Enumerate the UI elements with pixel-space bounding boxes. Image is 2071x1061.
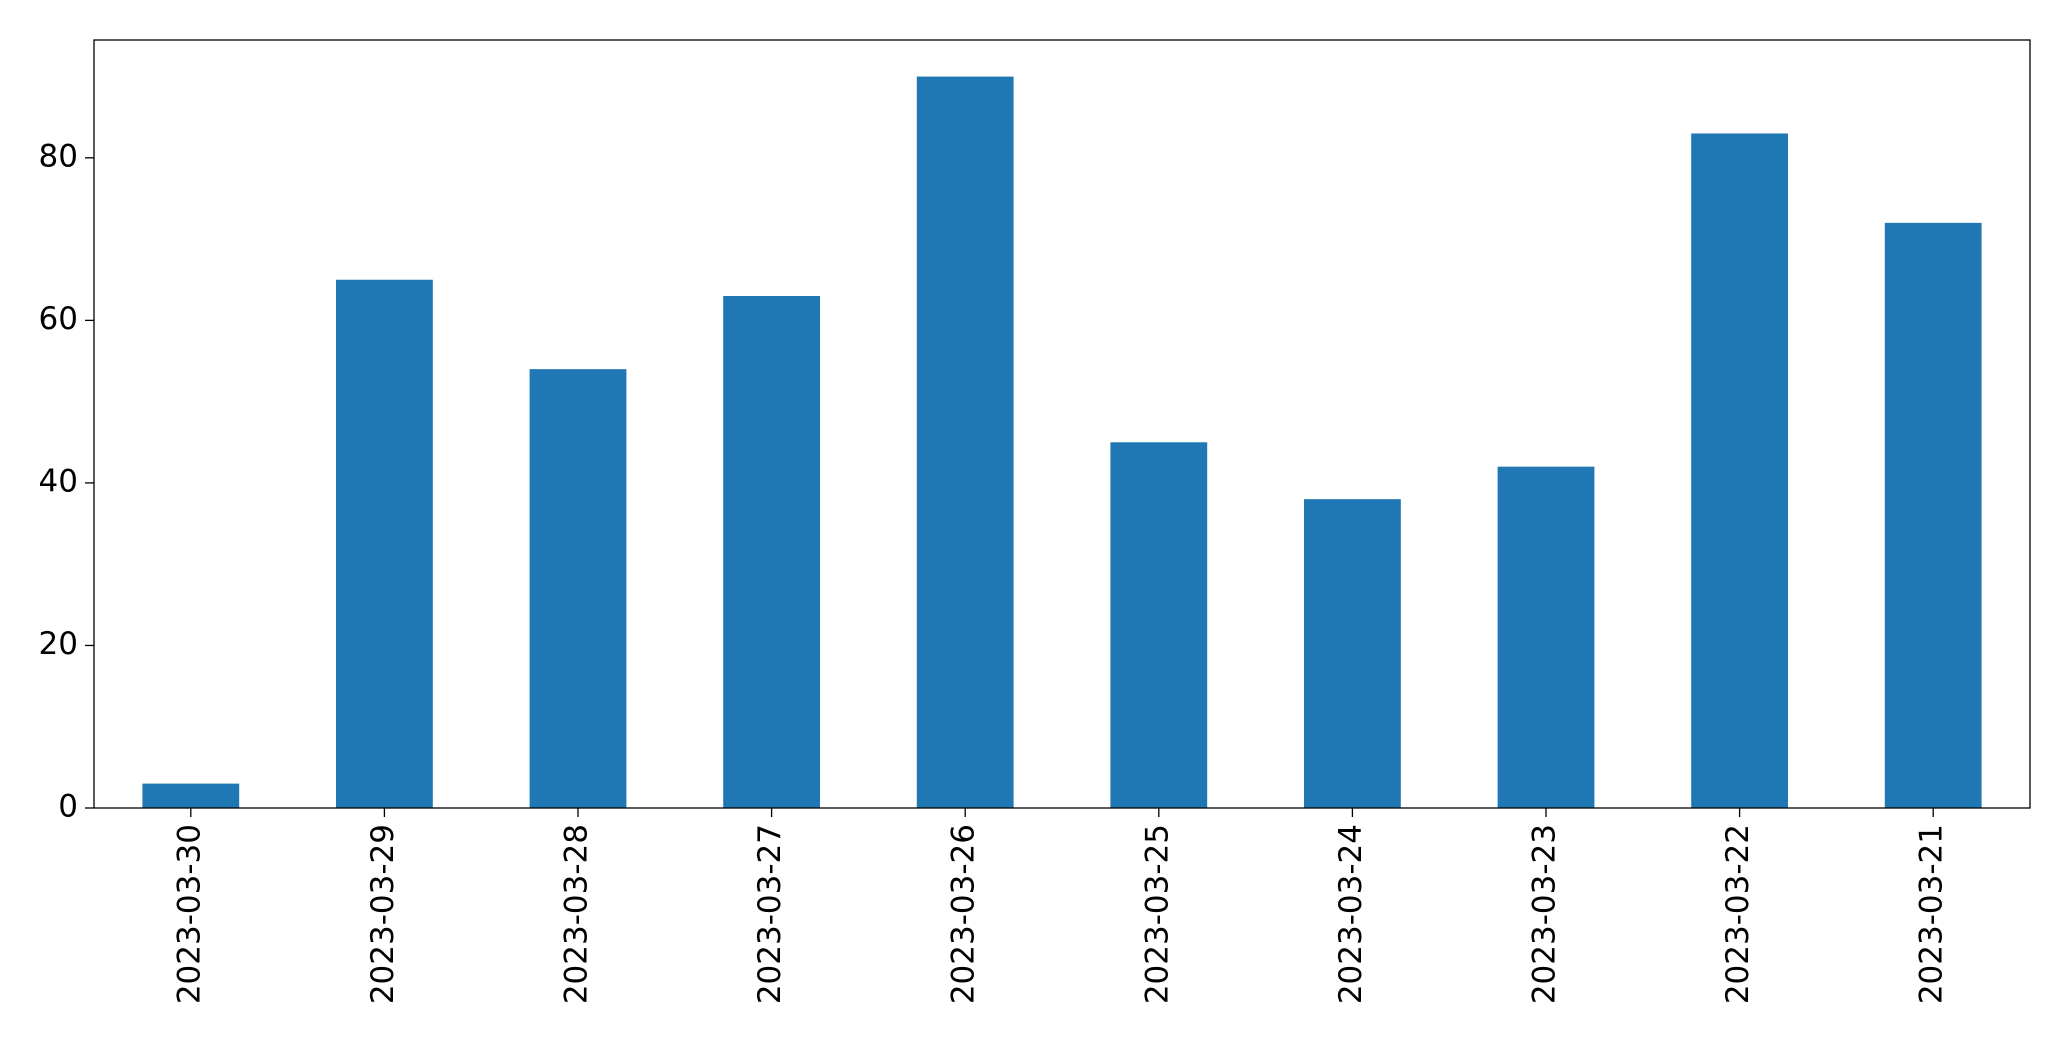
- x-tick-label: 2023-03-28: [559, 824, 595, 1004]
- bar: [336, 279, 433, 808]
- bar: [1497, 466, 1595, 808]
- x-tick-label: 2023-03-30: [171, 824, 207, 1004]
- x-tick-label: 2023-03-21: [1914, 824, 1950, 1004]
- bar: [1691, 133, 1788, 808]
- bar: [529, 369, 627, 808]
- plot-frame: [93, 39, 2031, 809]
- x-tick-label: 2023-03-26: [946, 824, 982, 1004]
- bar: [723, 296, 820, 808]
- x-tick-label: 2023-03-24: [1333, 824, 1369, 1004]
- y-tick-label: 60: [39, 301, 78, 337]
- x-tick-label: 2023-03-25: [1139, 824, 1175, 1004]
- bar: [916, 76, 1014, 809]
- bar: [1304, 499, 1401, 808]
- bar: [1884, 222, 1982, 808]
- x-tick-label: 2023-03-23: [1527, 824, 1563, 1004]
- x-tick-label: 2023-03-29: [365, 824, 401, 1004]
- bar: [1110, 442, 1208, 808]
- x-tick-label: 2023-03-22: [1720, 824, 1756, 1004]
- y-tick-label: 20: [39, 626, 78, 662]
- y-tick-label: 40: [39, 463, 78, 499]
- y-tick-label: 80: [39, 138, 78, 174]
- y-tick-label: 0: [58, 789, 78, 825]
- bar: [142, 783, 240, 808]
- x-tick-label: 2023-03-27: [752, 824, 788, 1004]
